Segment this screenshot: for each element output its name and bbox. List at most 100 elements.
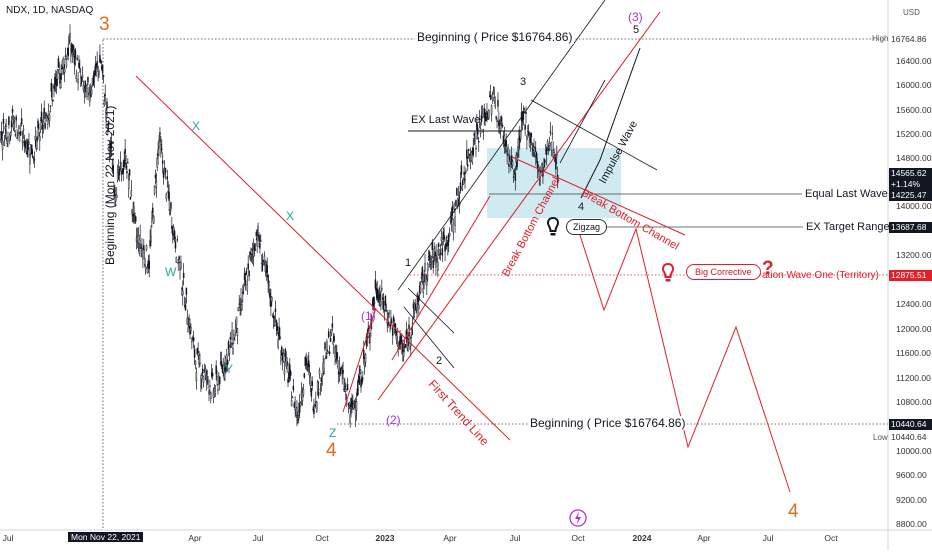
- candle-body: [519, 131, 522, 140]
- candle-body: [437, 243, 440, 247]
- candle-body: [281, 346, 283, 356]
- candle-body: [437, 262, 439, 271]
- candle-body: [83, 91, 86, 94]
- candle-body: [205, 377, 208, 381]
- candle-body: [417, 296, 419, 302]
- candle-body: [227, 341, 230, 350]
- candle-body: [260, 263, 263, 272]
- low-price-tag: 10440.64: [891, 432, 927, 442]
- wave-label-3-major: 3: [99, 14, 110, 35]
- candle-body: [169, 211, 171, 215]
- candle-body: [474, 137, 476, 142]
- candle-body: [81, 75, 84, 78]
- candle-body: [182, 290, 184, 296]
- candle-body: [27, 141, 29, 151]
- candle-body: [201, 368, 204, 374]
- candle-body: [144, 265, 147, 270]
- lightning-icon[interactable]: [569, 509, 587, 527]
- candle-body: [18, 125, 20, 130]
- candle-body: [150, 235, 152, 242]
- candle-body: [202, 376, 205, 383]
- candle-body: [235, 316, 238, 326]
- wave-label-2: 2: [436, 355, 443, 367]
- candle-body: [457, 194, 460, 200]
- candle-body: [236, 328, 239, 336]
- price-tag-14225: 14225.47: [889, 190, 932, 201]
- equal-last-wave-label: Equal Last Wave: [805, 188, 888, 200]
- candle-body: [255, 232, 258, 236]
- candle-body: [226, 354, 228, 364]
- candle-body: [195, 372, 198, 382]
- candle-body: [196, 348, 199, 355]
- candle-body: [362, 349, 365, 359]
- candle-body: [392, 316, 395, 321]
- candle-body: [134, 212, 136, 215]
- candle-body: [282, 353, 285, 362]
- candle-body: [152, 207, 154, 214]
- candle-body: [13, 121, 16, 123]
- territory-label: ation Wave One (Territory): [762, 270, 879, 281]
- candle-body: [123, 159, 125, 167]
- candle-body: [240, 298, 242, 305]
- candle-body: [500, 117, 503, 122]
- candle-body: [11, 109, 14, 113]
- candle-body: [287, 379, 289, 383]
- candle-body: [76, 57, 78, 60]
- candle-body: [306, 363, 308, 366]
- candle-body: [525, 111, 527, 114]
- candle-body: [396, 331, 399, 338]
- candle-body: [308, 372, 311, 376]
- candle-body: [400, 335, 402, 345]
- candle-body: [430, 260, 433, 263]
- candle-body: [551, 133, 554, 135]
- candle-body: [104, 94, 106, 96]
- candle-body: [340, 367, 343, 369]
- candle-body: [439, 253, 442, 255]
- candle-body: [254, 249, 257, 251]
- candle-body: [272, 315, 275, 319]
- candle-body: [269, 293, 271, 298]
- candle-body: [273, 325, 276, 327]
- candle-body: [308, 360, 310, 367]
- candle-body: [529, 136, 532, 143]
- currency-label[interactable]: USD: [903, 8, 920, 17]
- candle-body: [28, 142, 30, 145]
- candle-body: [410, 338, 412, 347]
- candle-body: [47, 117, 49, 125]
- candle-body: [35, 139, 37, 149]
- candle-body: [241, 304, 243, 311]
- candle-body: [214, 391, 217, 394]
- candle-body: [176, 239, 179, 241]
- candle-body: [270, 298, 272, 308]
- candle-body: [421, 267, 424, 277]
- candle-body: [286, 361, 288, 366]
- candle-body: [280, 357, 282, 362]
- candle-body: [497, 99, 499, 107]
- candle-body: [137, 235, 140, 244]
- candle-body: [204, 368, 207, 376]
- candle-body: [115, 195, 117, 202]
- candle-body: [499, 123, 502, 132]
- candle-body: [138, 250, 141, 254]
- candle-body: [122, 168, 125, 174]
- candle-body: [242, 291, 244, 294]
- candle-body: [445, 243, 447, 250]
- candle-body: [465, 170, 467, 172]
- candle-body: [159, 132, 161, 135]
- candle-body: [311, 381, 313, 387]
- candle-body: [170, 202, 172, 209]
- y-tick: 12000.00: [896, 324, 932, 334]
- symbol-title[interactable]: NDX, 1D, NASDAQ: [6, 5, 94, 16]
- candle-body: [143, 258, 146, 265]
- candle-body: [402, 351, 405, 357]
- candle-body: [243, 272, 246, 281]
- candle-body: [222, 364, 224, 373]
- wave-two-channel-2: [403, 306, 455, 369]
- candle-body: [114, 187, 116, 197]
- candle-body: [61, 67, 63, 69]
- x-tick: 2024: [632, 533, 652, 543]
- candle-body: [349, 414, 351, 424]
- high-price-tag: 16764.86: [889, 34, 932, 45]
- candle-body: [79, 67, 81, 70]
